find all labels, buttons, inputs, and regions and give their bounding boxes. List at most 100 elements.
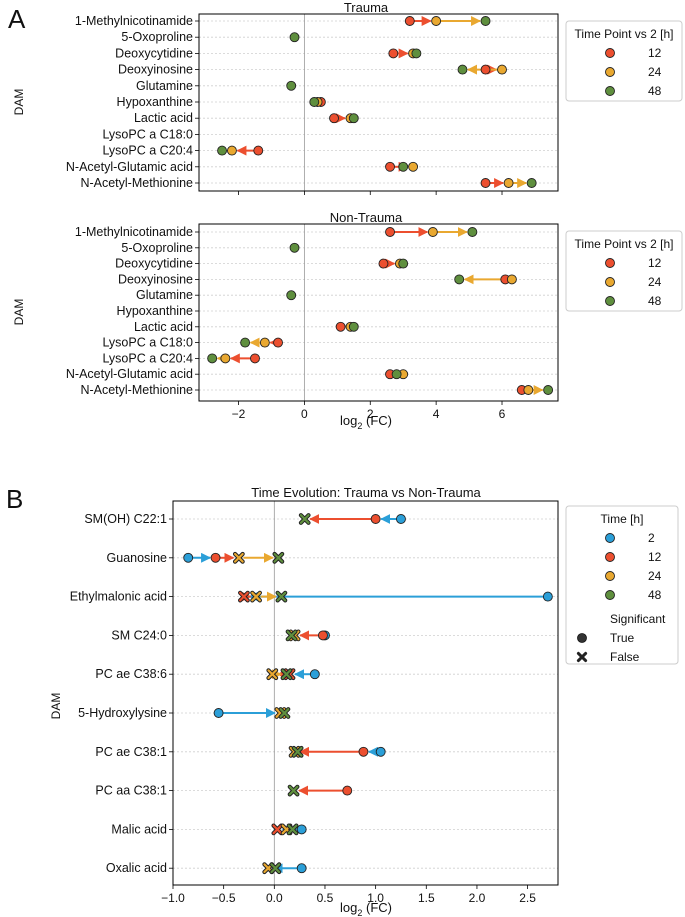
point-48h <box>286 290 297 301</box>
point-48h <box>391 369 402 380</box>
xlabel-tail: (FC) <box>362 900 392 915</box>
point-12h <box>358 746 369 757</box>
plot-frame <box>172 500 559 886</box>
category-label: 5-Oxoproline <box>121 30 193 44</box>
point-2h <box>296 824 307 835</box>
category-label: PC ae C38:1 <box>95 745 167 759</box>
legend-label: 24 <box>648 65 662 79</box>
point-24h <box>226 145 237 156</box>
point-12h <box>480 178 491 188</box>
nontrauma-panel-title: Non-Trauma <box>330 210 403 225</box>
category-label: LysoPC a C20:4 <box>102 351 193 365</box>
point-48h <box>289 32 300 43</box>
point-48h <box>348 113 359 124</box>
category-label: SM C24:0 <box>111 628 167 642</box>
legend-label: True <box>610 631 635 645</box>
plot-frame <box>198 223 559 402</box>
point-2h <box>309 669 320 680</box>
point-48h <box>543 385 554 395</box>
legend-label: 24 <box>648 275 662 289</box>
x-marker-fill <box>239 591 249 602</box>
x-tick-label: 1.0 <box>367 891 384 905</box>
point-12h <box>342 785 353 796</box>
point-12h <box>329 113 339 124</box>
legend-label: 12 <box>648 550 662 564</box>
x-marker-fill <box>233 552 244 563</box>
point-48h-not-significant <box>280 668 293 681</box>
point-2h <box>296 863 307 874</box>
point-48h-not-significant <box>298 513 311 525</box>
legend-label: 24 <box>648 569 662 583</box>
point-24h <box>523 385 534 395</box>
category-label: Deoxyinosine <box>118 63 193 77</box>
point-12h <box>317 630 328 641</box>
legend-marker <box>605 67 615 77</box>
point-24h <box>431 16 442 26</box>
point-12h <box>273 337 283 348</box>
x-tick-label: −1.0 <box>161 891 185 905</box>
point-12h <box>480 64 491 75</box>
category-label: Deoxycytidine <box>115 257 193 271</box>
point-48h <box>480 16 491 26</box>
legend-marker <box>605 258 615 268</box>
legend-frame <box>565 505 679 665</box>
legend-marker <box>605 590 615 600</box>
x-marker-fill <box>281 669 292 680</box>
legend-marker <box>605 86 615 96</box>
point-12h-not-significant <box>271 823 284 836</box>
category-label: LysoPC a C18:0 <box>102 336 193 350</box>
category-label: 5-Hydroxylysine <box>78 706 167 720</box>
trauma-plot: 1-Methylnicotinamide 5-Oxoproline Deoxycyt… <box>66 13 559 195</box>
point-12h <box>250 353 260 364</box>
plot-frame <box>198 13 559 192</box>
x-marker-fill <box>273 552 284 563</box>
category-label: Deoxycytidine <box>115 46 193 60</box>
xlabel-sub: 2 <box>357 421 362 431</box>
legend-label: 48 <box>648 84 662 98</box>
point-48h-not-significant <box>275 590 288 603</box>
point-12h <box>378 258 389 269</box>
legend-frame <box>565 20 683 102</box>
x-marker-fill <box>299 514 310 524</box>
x-tick-label: 0 <box>301 407 308 421</box>
evolution-plot: SM(OH) C22:1 Guanosine Ethylmalonic acid SM… <box>70 500 559 905</box>
point-48h <box>457 64 468 75</box>
x-tick-label: 1.5 <box>418 891 435 905</box>
evolution-legend: Time [h] 2 12 24 48 Significant True False <box>565 505 679 665</box>
evolution-xlabel: log2 (FC) <box>340 900 392 917</box>
nontrauma-xlabel: log2 (FC) <box>340 413 392 431</box>
category-label: Malic acid <box>111 822 167 836</box>
legend-marker <box>605 571 615 581</box>
point-48h <box>217 145 228 156</box>
point-48h <box>289 242 300 253</box>
point-2h <box>375 746 386 757</box>
point-12h <box>385 161 395 172</box>
category-label: Glutamine <box>136 288 193 302</box>
x-marker-fill <box>270 863 281 874</box>
category-label: Hypoxanthine <box>117 304 193 318</box>
category-label: Deoxyinosine <box>118 272 193 286</box>
x-marker-fill <box>292 746 303 757</box>
legend-sig-true-marker <box>577 633 587 643</box>
category-label: Hypoxanthine <box>117 95 193 109</box>
point-48h <box>286 80 297 91</box>
point-48h <box>398 161 409 172</box>
panel-label-a: A <box>8 4 26 34</box>
point-48h-not-significant <box>285 629 298 642</box>
category-label: Oxalic acid <box>106 861 167 875</box>
x-tick-label: 2 <box>367 407 374 421</box>
category-label: Lactic acid <box>134 320 193 334</box>
xlabel-base: log <box>340 900 357 915</box>
point-48h-not-significant <box>286 823 299 836</box>
point-24h <box>220 353 231 364</box>
point-48h-not-significant <box>278 707 291 719</box>
point-48h-not-significant <box>287 784 300 797</box>
category-label: 1-Methylnicotinamide <box>75 225 193 239</box>
legend-marker <box>605 552 615 562</box>
category-label: N-Acetyl-Methionine <box>80 176 193 190</box>
point-12h <box>253 145 264 156</box>
point-2h <box>396 514 406 524</box>
x-marker-fill <box>287 824 298 835</box>
point-24h <box>506 274 517 285</box>
